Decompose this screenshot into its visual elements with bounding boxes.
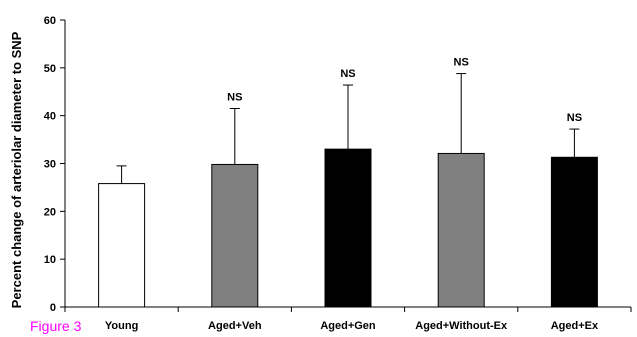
significance-label: NS [454,57,469,69]
y-axis-label: Percent change of arteriolar diameter to… [9,31,24,308]
bar-aged-veh [211,163,259,308]
bar-young [98,183,146,308]
plot-area: Young NS Aged+Veh NS Aged+Gen NS Aged+Without-… [98,57,599,332]
category-label: Aged+Veh [208,320,262,332]
y-tick-label: 10 [44,254,56,266]
y-tick-label: 50 [44,63,56,75]
y-tick-label: 60 [44,15,56,27]
y-tick-label: 40 [44,111,56,123]
category-label: Aged+Ex [551,320,599,332]
y-tick-label: 20 [44,206,56,218]
y-axis-ticks: 0 10 20 30 40 50 60 [44,15,65,314]
category-label: Young [105,320,138,332]
x-axis-ticks [64,307,632,312]
category-label: Aged+Gen [320,320,376,332]
bar-aged-ex [550,156,598,308]
y-tick-label: 30 [44,159,56,171]
y-tick-label: 0 [50,302,56,314]
significance-label: NS [567,112,582,124]
significance-label: NS [227,91,242,103]
figure-label: Figure 3 [30,318,82,334]
category-label: Aged+Without-Ex [415,320,508,332]
bar-aged-gen [324,148,372,308]
bar-aged-without-ex [437,152,485,308]
significance-label: NS [340,68,355,80]
